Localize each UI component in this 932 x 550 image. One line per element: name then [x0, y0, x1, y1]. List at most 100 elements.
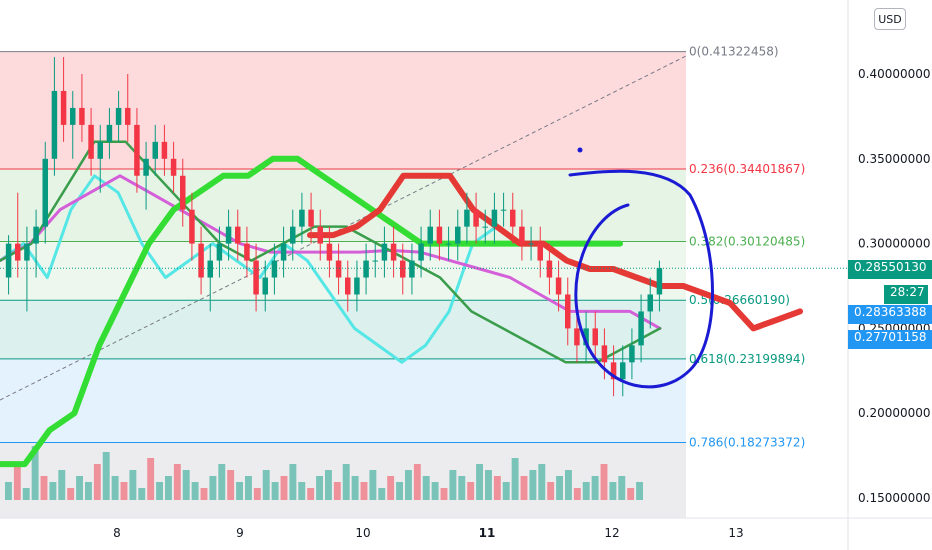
x-tick-label: 13: [728, 526, 743, 540]
candle-body: [60, 90, 67, 125]
volume-bar: [458, 476, 466, 500]
candle-body: [143, 158, 149, 176]
y-tick-label: 0.40000000: [858, 67, 931, 81]
volume-bar: [76, 476, 83, 500]
candle-body: [271, 260, 278, 278]
volume-bar: [582, 482, 590, 500]
candle-body: [500, 209, 507, 211]
volume-bar: [547, 482, 555, 500]
candle-body: [345, 277, 351, 295]
volume-bar: [502, 482, 510, 500]
volume-bar: [440, 488, 448, 500]
fib-label-0.382: 0.382(0.30120485): [689, 235, 805, 249]
volume-bar: [618, 476, 626, 500]
volume-bar: [129, 470, 137, 500]
candle-body: [656, 268, 663, 295]
fib-label-0.618: 0.618(0.23199894): [689, 352, 805, 366]
candle-body: [106, 124, 113, 142]
volume-bar: [209, 476, 217, 500]
volume-bar: [387, 476, 395, 500]
candle-body: [88, 124, 94, 159]
volume-bar: [405, 470, 412, 500]
volume-bar: [49, 482, 57, 500]
candle-body: [79, 107, 85, 125]
volume-bar: [245, 476, 252, 500]
volume-bar: [200, 488, 208, 500]
volume-bar: [360, 482, 368, 500]
y-tick-label: 0.20000000: [858, 406, 931, 420]
candle-body: [519, 226, 525, 244]
volume-bar: [271, 482, 279, 500]
volume-bar: [182, 470, 190, 500]
volume-bar: [173, 464, 181, 500]
volume-bar: [529, 470, 537, 500]
candle-body: [115, 107, 122, 125]
candle-body: [491, 209, 498, 227]
candle-body: [326, 243, 333, 261]
volume-bar: [422, 476, 430, 500]
candle-body: [427, 226, 433, 244]
candle-body: [42, 158, 48, 227]
candle-body: [583, 328, 589, 346]
candle-body: [5, 243, 12, 278]
volume-bar: [111, 476, 119, 500]
candle-body: [317, 226, 323, 244]
candle-body: [473, 209, 479, 227]
volume-bar: [22, 488, 30, 500]
candle-body: [189, 209, 195, 244]
candle-body: [308, 209, 314, 227]
candle-body: [24, 243, 30, 261]
candle-body: [510, 209, 516, 227]
currency-button[interactable]: USD: [874, 8, 906, 30]
volume-bar: [520, 476, 528, 500]
candle-body: [152, 141, 158, 159]
volume-bar: [316, 476, 323, 500]
volume-bar: [298, 482, 306, 500]
candle-body: [335, 260, 342, 278]
candle-body: [290, 226, 296, 244]
candle-body: [445, 243, 452, 245]
annotation-dot: [577, 147, 583, 153]
x-tick-label: 8: [113, 526, 121, 540]
volume-bar: [378, 488, 386, 500]
candle-body: [51, 90, 58, 159]
candle-body: [70, 107, 76, 125]
series-cyan-lag: [0, 174, 522, 364]
candle-body: [638, 311, 644, 346]
candle-body: [33, 226, 39, 244]
fib-zone-0.618: [0, 358, 686, 443]
volume-bar: [289, 464, 297, 500]
volume-bar: [431, 482, 439, 500]
candle-body: [225, 226, 232, 244]
volume-bar: [147, 458, 155, 500]
volume-bar: [591, 476, 599, 500]
volume-bar: [262, 470, 270, 500]
volume-bar: [369, 470, 377, 500]
candle-body: [354, 277, 360, 295]
fib-zone-0.5: [0, 300, 686, 359]
volume-bar: [476, 464, 483, 500]
candle-body: [528, 243, 534, 245]
volume-bar: [565, 470, 572, 500]
volume-bar: [156, 482, 163, 500]
candle-body: [436, 226, 443, 244]
price-tag: 0.28363388: [848, 305, 932, 324]
fib-label-0: 0(0.41322458): [689, 45, 779, 59]
volume-bar: [191, 482, 199, 500]
candle-body: [125, 107, 131, 125]
volume-bar: [5, 482, 12, 500]
candle-body: [363, 260, 369, 278]
volume-bar: [467, 482, 475, 500]
volume-bar: [333, 482, 341, 500]
volume-bar: [485, 470, 492, 500]
candle-body: [409, 260, 415, 278]
volume-bar: [236, 482, 243, 500]
candle-body: [180, 175, 186, 210]
volume-bar: [93, 464, 101, 500]
x-tick-label: 12: [604, 526, 619, 540]
volume-bar: [138, 488, 146, 500]
volume-bar: [538, 464, 546, 500]
y-tick-label: 0.15000000: [858, 491, 931, 505]
volume-bar: [351, 476, 359, 500]
